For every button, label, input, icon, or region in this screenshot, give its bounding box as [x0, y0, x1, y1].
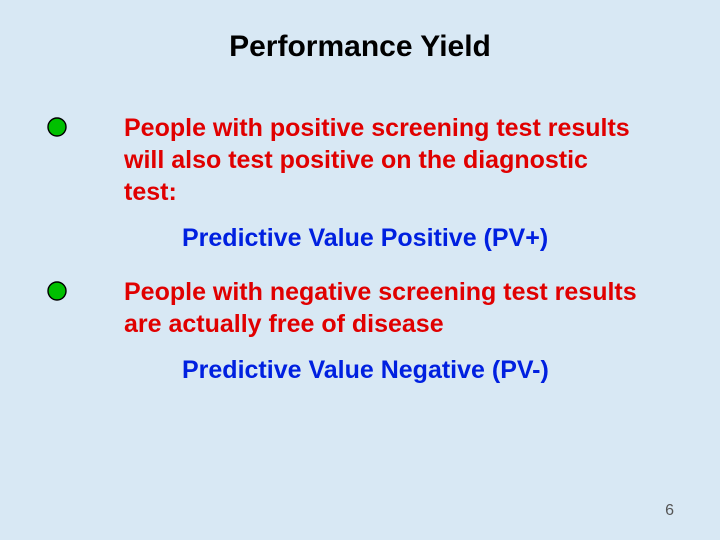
bullet-text: People with negative screening test resu…	[124, 276, 644, 340]
bullet-circle-icon	[46, 280, 68, 302]
slide-title: Performance Yield	[40, 30, 680, 64]
page-number: 6	[665, 502, 674, 520]
sub-text: Predictive Value Positive (PV+)	[182, 222, 680, 254]
bullet-circle-icon	[46, 116, 68, 138]
bullet-item: People with positive screening test resu…	[40, 112, 680, 208]
bullet-item: People with negative screening test resu…	[40, 276, 680, 340]
slide-container: Performance Yield People with positive s…	[0, 0, 720, 540]
bullet-text: People with positive screening test resu…	[124, 112, 644, 208]
sub-text: Predictive Value Negative (PV-)	[182, 354, 680, 386]
